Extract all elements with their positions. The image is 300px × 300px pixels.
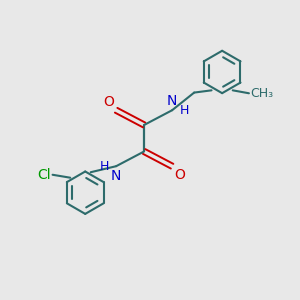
Text: O: O [174,168,185,182]
Text: H: H [99,160,109,173]
Text: O: O [103,95,114,109]
Text: N: N [111,169,121,182]
Text: H: H [179,104,189,117]
Text: CH₃: CH₃ [250,87,274,100]
Text: Cl: Cl [38,168,51,182]
Text: N: N [167,94,177,108]
